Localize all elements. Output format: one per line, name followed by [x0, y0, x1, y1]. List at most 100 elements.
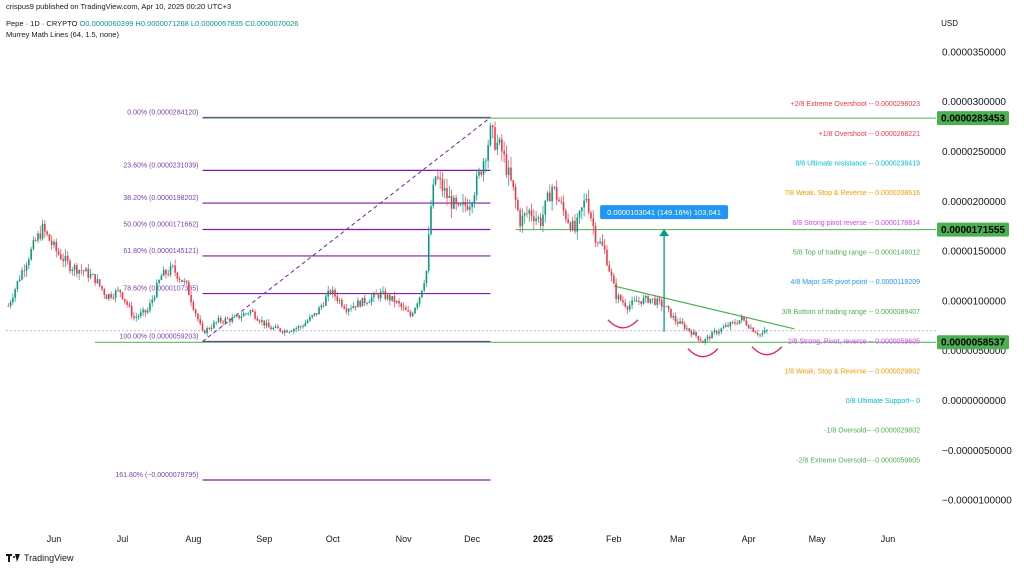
candle-body [574, 220, 576, 232]
y-tick-label: 0.0000050000 [942, 346, 1006, 357]
candle-body [50, 240, 53, 245]
candle-body [311, 315, 313, 317]
candle-body [411, 313, 414, 317]
candle-body [610, 271, 613, 276]
candle-body [137, 316, 140, 317]
candle-body [530, 210, 533, 217]
candle-body [194, 309, 197, 314]
murrey-label: 7/8 Weak, Stop & Reverse -- 0.0000208616 [784, 190, 920, 197]
candle-body [96, 279, 99, 284]
candle-body [229, 318, 231, 322]
publish-info: crispus9 published on TradingView.com, A… [6, 2, 232, 11]
candle-body [318, 307, 320, 315]
candle-body [254, 311, 256, 319]
candle-body [352, 306, 355, 309]
candle-body [503, 151, 505, 155]
candle-body [247, 313, 250, 315]
candle-body [62, 259, 64, 262]
price-badge [937, 111, 1009, 126]
candle-body [108, 294, 110, 299]
candle-body [270, 327, 272, 330]
candle-body [738, 320, 741, 324]
candle-body [117, 289, 119, 291]
candle-body [443, 188, 446, 191]
candle-body [619, 295, 622, 301]
pattern-curve [687, 348, 719, 358]
candle-body [208, 328, 211, 329]
candle-body [455, 197, 457, 204]
candle-body [60, 254, 62, 260]
candle-body [277, 326, 279, 329]
candle-body [158, 280, 160, 284]
candle-body [679, 321, 681, 324]
candle-body [261, 320, 263, 322]
candle-body [606, 249, 608, 266]
candle-body [153, 297, 156, 300]
candle-body [519, 210, 521, 227]
price-badge-label: 0.0000058537 [941, 338, 1005, 349]
candle-body [23, 270, 26, 272]
indicator-legend[interactable]: Murrey Math Lines (64, 1.5, none) [6, 30, 119, 39]
candle-body [658, 298, 661, 301]
drawn-lines [6, 117, 936, 343]
x-tick-label: Jun [47, 534, 62, 544]
candle-body [146, 310, 149, 313]
candle-body [601, 241, 604, 246]
candle-body [571, 220, 574, 230]
candle-body [517, 199, 519, 211]
fib-level-label: 0.00% (0.0000284120) [127, 109, 198, 116]
candle-body [665, 306, 668, 308]
candle-body [766, 329, 768, 331]
candle-body [496, 142, 499, 150]
murrey-label: 6/8 Strong pivot reverse -- 0.0000178814 [792, 220, 920, 227]
candle-body [226, 318, 229, 320]
candle-body [217, 317, 220, 322]
pattern-curve [607, 319, 639, 329]
candle-body [53, 241, 55, 245]
candle-body [331, 289, 334, 294]
candle-body [688, 328, 691, 332]
candle-body [197, 313, 199, 320]
tradingview-footer[interactable]: TradingView [6, 553, 74, 563]
x-tick-label: Aug [185, 534, 201, 544]
candle-body [631, 300, 633, 306]
candle-body [135, 316, 138, 318]
candle-body [592, 218, 595, 226]
candle-body [377, 294, 380, 299]
symbol-name: Pepe · 1D · CRYPTO [6, 19, 78, 28]
murrey-label: 3/8 Bottom of trading range -- 0.0000089… [782, 309, 920, 316]
fib-level-label: 78.60% (0.0000107335) [123, 286, 198, 293]
candle-body [373, 293, 375, 298]
candle-body [279, 328, 282, 332]
candle-body [651, 298, 654, 300]
candle-body [718, 331, 720, 334]
candle-body [64, 255, 67, 262]
price-badges: 0.0000283453 0.0000171555 0.0000058537 [937, 111, 1009, 350]
candle-body [594, 225, 597, 243]
candle-body [446, 188, 448, 198]
y-tick-label: 0.0000200000 [942, 197, 1006, 208]
candle-body [560, 201, 563, 203]
candle-body [473, 195, 476, 204]
candle-body [713, 330, 716, 333]
candle-body [498, 139, 501, 143]
candle-body [240, 316, 243, 319]
candle-body [169, 266, 172, 275]
fib-level-label: 61.80% (0.0000145121) [123, 248, 198, 255]
candle-body [320, 305, 323, 308]
candle-body [416, 303, 419, 308]
candle-body [101, 285, 103, 290]
candle-body [188, 282, 190, 296]
candle-body [587, 198, 590, 213]
candle-body [697, 335, 700, 340]
candle-body [539, 217, 542, 226]
candle-body [263, 320, 266, 326]
x-tick-label: 2025 [533, 534, 553, 544]
candle-body [672, 316, 675, 318]
symbol-legend[interactable]: Pepe · 1D · CRYPTO O0.0000060399 H0.0000… [6, 19, 298, 28]
candle-body [222, 321, 224, 323]
candle-body [676, 321, 679, 324]
y-tick-label: 0.0000350000 [942, 47, 1006, 58]
candle-body [183, 280, 186, 282]
